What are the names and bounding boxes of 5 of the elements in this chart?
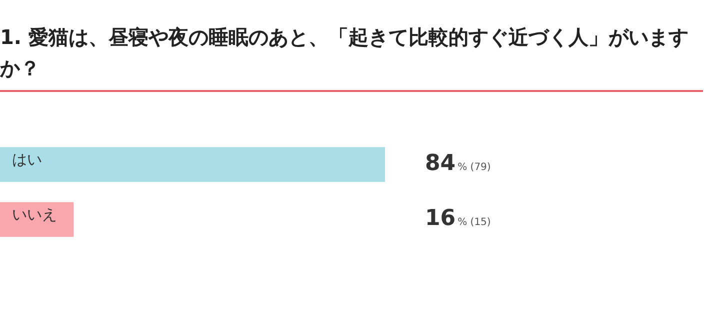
data-label: 84% (79) — [425, 151, 491, 176]
y-tick-label: いいえ — [12, 205, 57, 224]
chart-title: 1. 愛猫は、昼寝や夜の睡眠のあと、「起きて比較的すぐ近づく人」がいますか？ — [0, 0, 703, 92]
data-label: 16% (15) — [425, 206, 491, 232]
y-tick-label: はい — [12, 150, 42, 168]
